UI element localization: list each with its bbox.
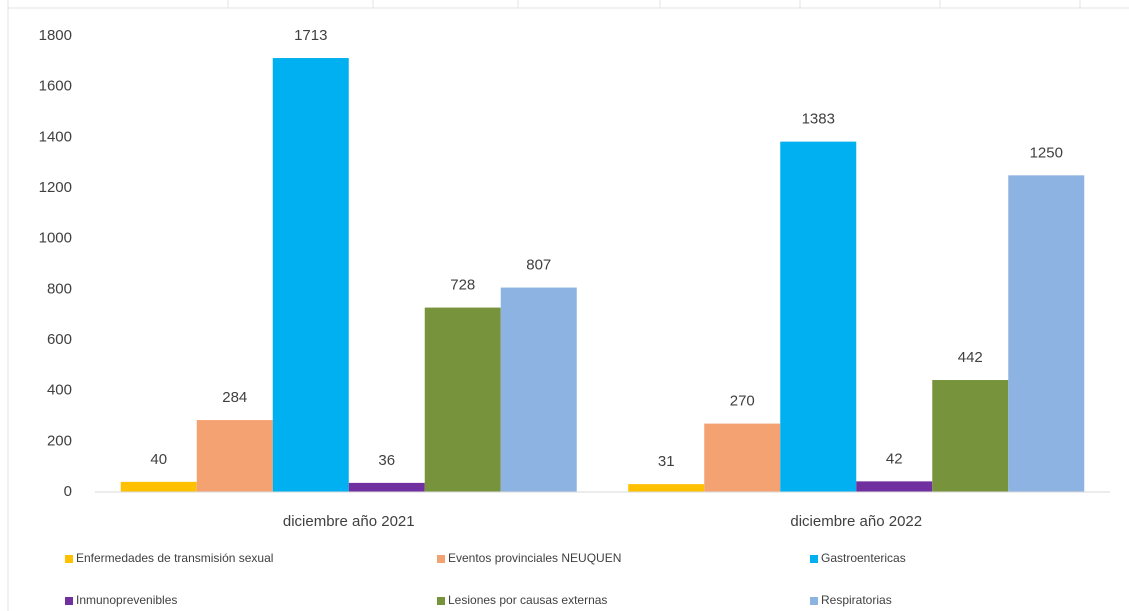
legend-label: Inmunoprevenibles — [76, 593, 177, 607]
bar — [272, 58, 349, 492]
y-tick-label: 600 — [47, 331, 72, 348]
legend-label: Eventos provinciales NEUQUEN — [448, 551, 621, 565]
bar — [424, 307, 501, 492]
legend-swatch — [810, 555, 818, 563]
y-tick-label: 400 — [47, 382, 72, 399]
y-tick-label: 1000 — [39, 230, 72, 247]
data-label: 284 — [222, 389, 247, 406]
bar — [780, 141, 857, 492]
legend-label: Lesiones por causas externas — [448, 593, 607, 607]
data-label: 1250 — [1030, 144, 1063, 161]
y-tick-label: 200 — [47, 432, 72, 449]
legend-label: Respiratorias — [821, 593, 892, 607]
data-label: 442 — [958, 349, 983, 366]
bar — [932, 380, 1009, 492]
data-label: 1383 — [802, 111, 835, 128]
data-label: 1713 — [294, 27, 327, 44]
bar — [628, 484, 705, 492]
x-tick-label: diciembre año 2022 — [790, 513, 922, 530]
legend-swatch — [437, 555, 445, 563]
legend-swatch — [810, 597, 818, 605]
legend-swatch — [65, 597, 73, 605]
data-label: 728 — [450, 277, 475, 294]
data-label: 31 — [658, 453, 675, 470]
data-label: 270 — [730, 393, 755, 410]
legend-swatch — [437, 597, 445, 605]
y-tick-label: 1600 — [39, 78, 72, 95]
y-tick-label: 0 — [64, 483, 72, 500]
bar — [704, 423, 781, 492]
data-label: 40 — [150, 451, 167, 468]
bar — [500, 287, 577, 492]
x-tick-label: diciembre año 2021 — [283, 513, 415, 530]
y-tick-label: 1800 — [39, 27, 72, 44]
sheet-grid — [7, 0, 1129, 611]
legend-label: Gastroentericas — [821, 551, 906, 565]
y-tick-label: 800 — [47, 280, 72, 297]
data-label: 807 — [526, 257, 551, 274]
bar — [348, 482, 425, 492]
legend-swatch — [65, 555, 73, 563]
bar — [196, 420, 273, 492]
bar — [856, 481, 933, 492]
bar — [120, 481, 197, 492]
legend-label: Enfermedades de transmisión sexual — [76, 551, 273, 565]
data-label: 42 — [886, 450, 903, 467]
bar — [1008, 175, 1085, 493]
data-label: 36 — [378, 452, 395, 469]
y-tick-label: 1400 — [39, 128, 72, 145]
y-tick-label: 1200 — [39, 179, 72, 196]
